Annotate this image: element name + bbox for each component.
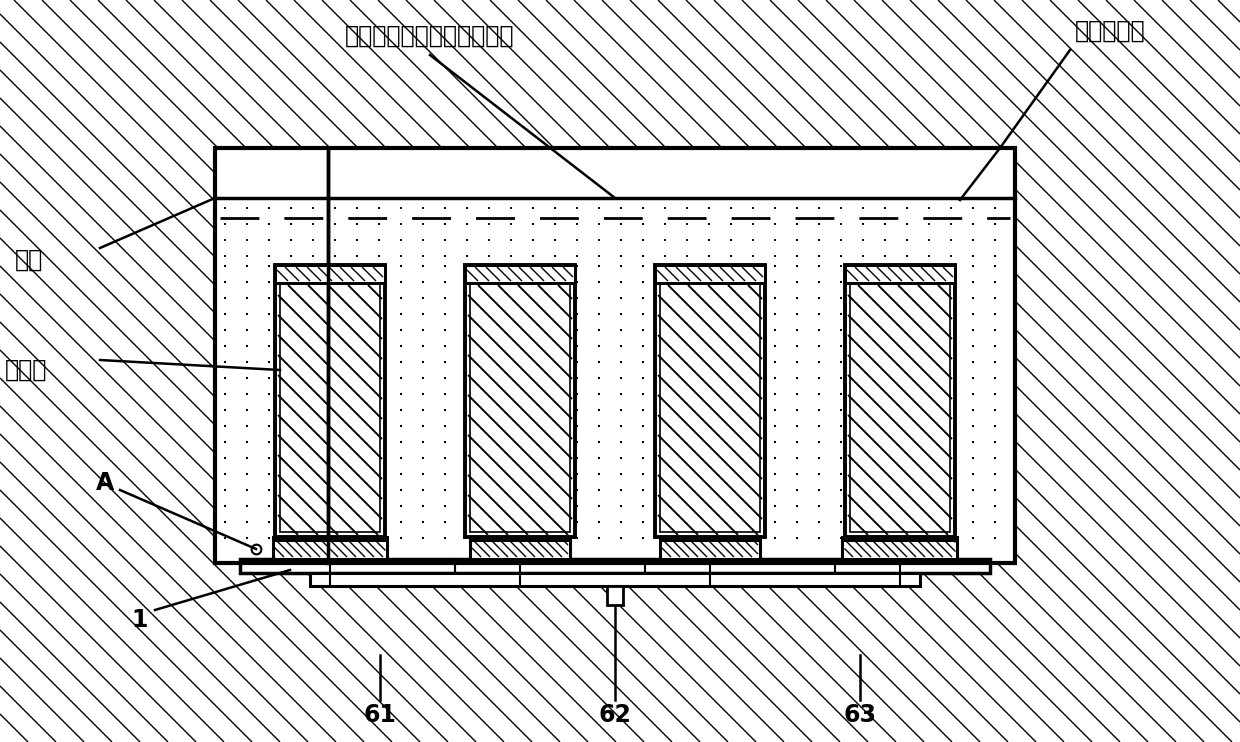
Bar bbox=[844, 265, 955, 283]
Bar bbox=[470, 537, 570, 559]
Bar bbox=[844, 265, 955, 283]
Bar bbox=[655, 265, 765, 537]
Bar bbox=[660, 537, 760, 559]
Bar bbox=[215, 258, 1016, 548]
Text: 62: 62 bbox=[599, 703, 631, 727]
Bar bbox=[310, 573, 920, 586]
Bar bbox=[273, 537, 387, 542]
Bar bbox=[215, 148, 1016, 563]
Bar bbox=[273, 537, 387, 559]
Bar bbox=[655, 265, 765, 537]
Text: 1: 1 bbox=[131, 608, 149, 632]
Bar bbox=[844, 265, 955, 537]
Bar bbox=[241, 559, 990, 573]
Text: 布料: 布料 bbox=[15, 248, 43, 272]
Bar bbox=[470, 537, 570, 542]
Bar bbox=[465, 265, 575, 283]
Bar bbox=[275, 265, 384, 537]
Bar bbox=[470, 537, 570, 559]
Bar bbox=[465, 265, 575, 537]
Bar bbox=[215, 148, 1016, 563]
Bar bbox=[660, 537, 760, 542]
Bar bbox=[465, 265, 575, 283]
Bar bbox=[655, 265, 765, 283]
Bar bbox=[842, 537, 957, 542]
Bar bbox=[849, 270, 950, 532]
Text: 溶解有染色剂的超临界流体: 溶解有染色剂的超临界流体 bbox=[345, 24, 515, 48]
Bar bbox=[215, 200, 1016, 258]
Bar bbox=[655, 265, 765, 283]
Bar bbox=[608, 586, 622, 605]
Bar bbox=[280, 270, 379, 532]
Bar bbox=[842, 537, 957, 559]
Bar bbox=[660, 537, 760, 559]
Text: 回环形布架: 回环形布架 bbox=[1075, 19, 1146, 43]
Bar bbox=[275, 265, 384, 283]
Text: 61: 61 bbox=[363, 703, 397, 727]
Text: 染色罐: 染色罐 bbox=[5, 358, 47, 382]
Bar bbox=[273, 537, 387, 559]
Bar bbox=[844, 265, 955, 537]
Bar bbox=[842, 537, 957, 559]
Bar bbox=[660, 270, 760, 532]
Bar bbox=[275, 265, 384, 537]
Bar bbox=[470, 270, 570, 532]
Bar bbox=[465, 265, 575, 537]
Text: A: A bbox=[95, 471, 114, 495]
Text: 63: 63 bbox=[843, 703, 877, 727]
Bar bbox=[275, 265, 384, 283]
